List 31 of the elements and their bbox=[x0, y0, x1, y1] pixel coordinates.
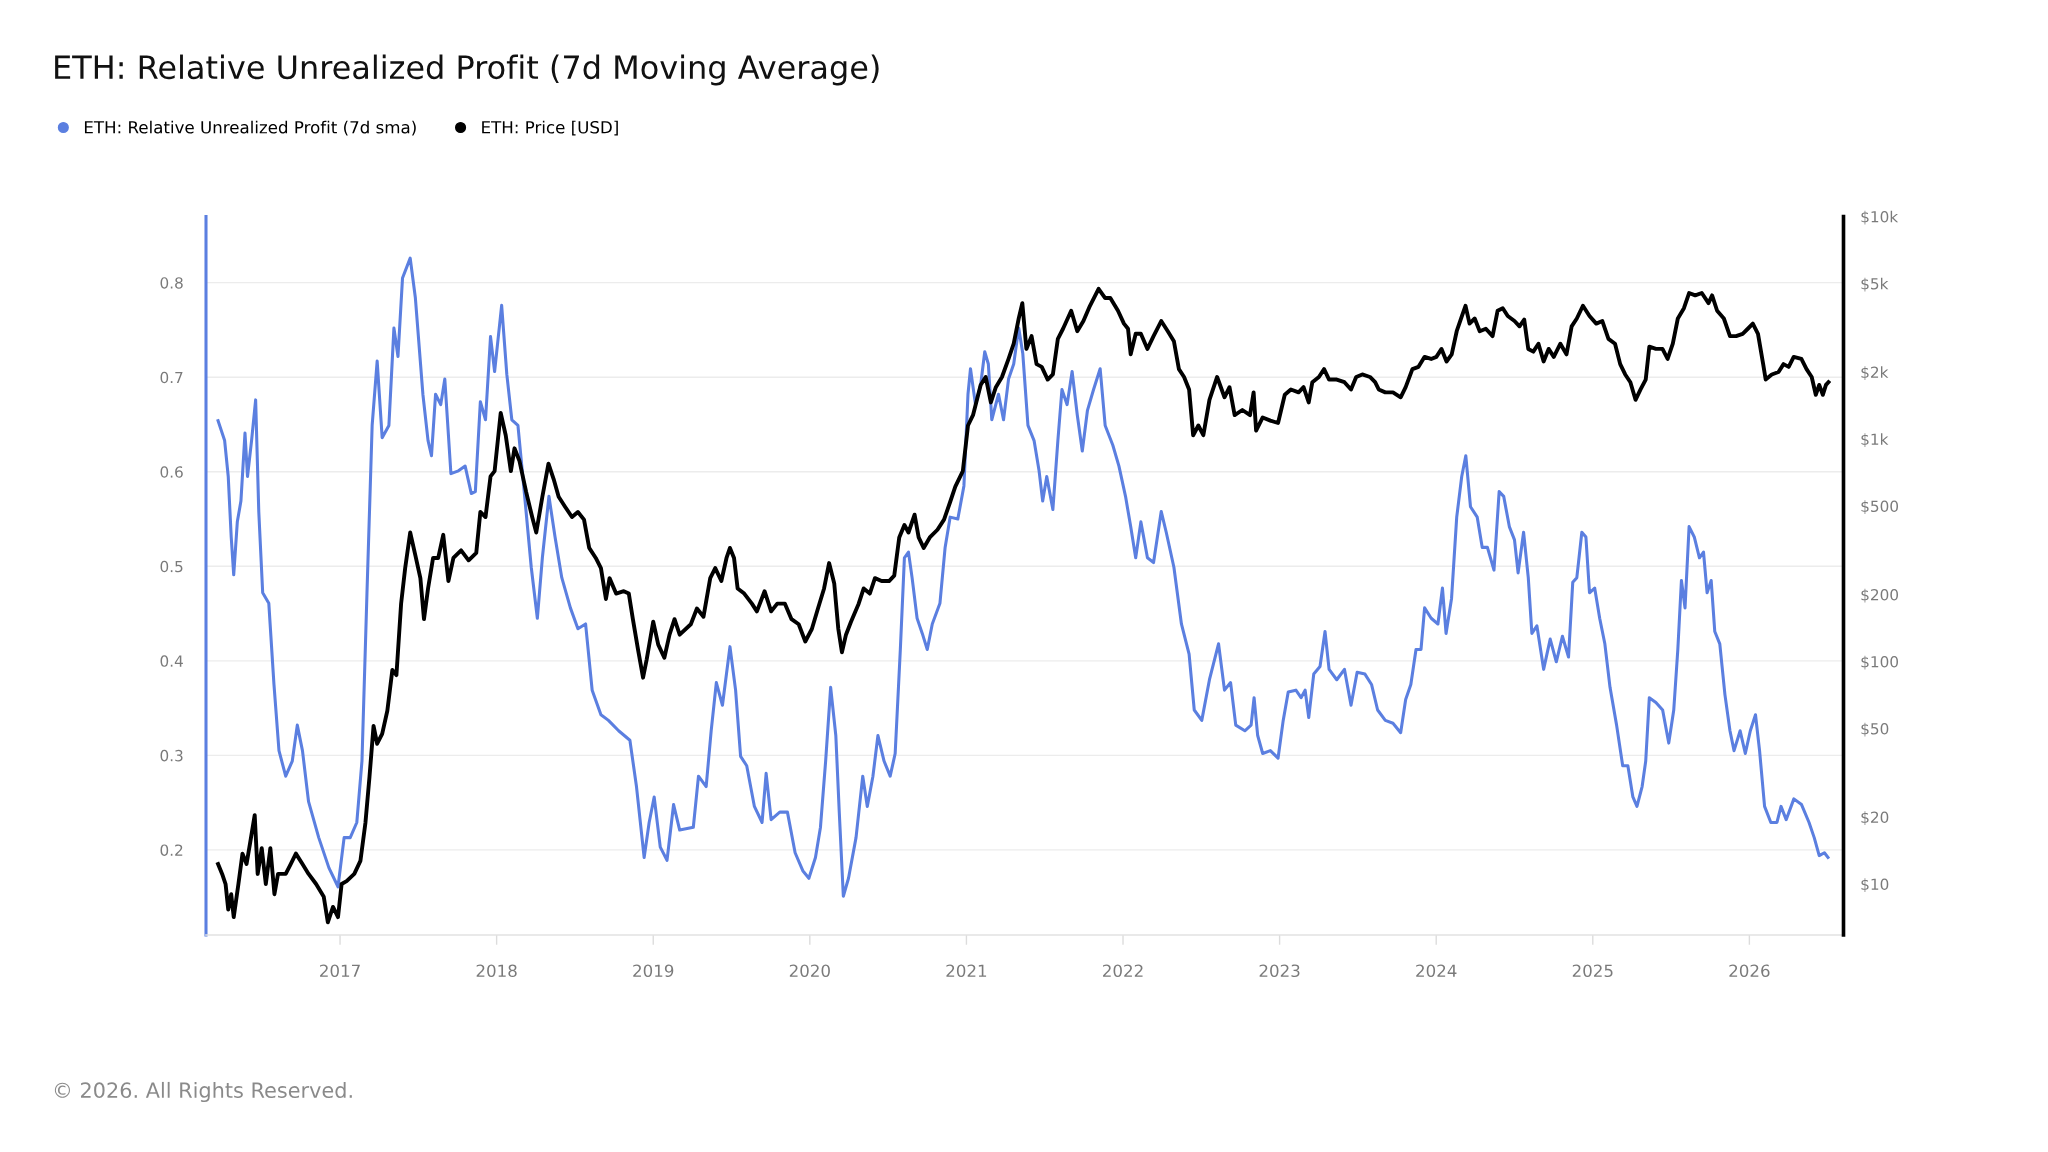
y-tick-label: 0.6 bbox=[160, 466, 183, 478]
x-tick-label: 2024 bbox=[1416, 964, 1457, 978]
x-tick-label: 2019 bbox=[633, 964, 674, 978]
x-tick-label: 2025 bbox=[1572, 964, 1613, 978]
y2-tick-label: $200 bbox=[1861, 588, 1899, 603]
y-tick-label: 0.2 bbox=[160, 844, 183, 856]
y2-tick-label: $5k bbox=[1861, 277, 1889, 292]
x-tick-label: 2018 bbox=[476, 964, 517, 978]
y-tick-label: 0.7 bbox=[160, 371, 183, 384]
x-tick-label: 2026 bbox=[1729, 964, 1770, 978]
y-tick-label: 0.5 bbox=[160, 560, 183, 573]
y2-tick-label: $500 bbox=[1861, 500, 1899, 515]
x-tick-label: 2020 bbox=[789, 964, 830, 978]
x-tick-label: 2017 bbox=[320, 964, 360, 978]
y2-tick-label: $50 bbox=[1861, 722, 1889, 737]
legend-label: ETH: Price [USD] bbox=[482, 120, 618, 136]
y2-tick-label: $10k bbox=[1861, 210, 1899, 225]
x-tick-label: 2021 bbox=[946, 964, 987, 978]
chart-title: ETH: Relative Unrealized Profit (7d Moving Average) bbox=[55, 54, 879, 86]
y2-tick-label: $1k bbox=[1861, 433, 1889, 448]
y2-tick-label: $10 bbox=[1861, 878, 1889, 893]
y-tick-label: 0.8 bbox=[160, 277, 183, 289]
y2-tick-label: $20 bbox=[1861, 811, 1889, 826]
text: © 2026. All Rights Reserved. bbox=[54, 1081, 352, 1103]
x-tick-label: 2022 bbox=[1103, 964, 1143, 978]
y-tick-label: 0.4 bbox=[160, 655, 183, 667]
y2-tick-label: $2k bbox=[1861, 366, 1889, 381]
y2-tick-label: $100 bbox=[1861, 655, 1899, 670]
y-tick-label: 0.3 bbox=[160, 749, 183, 762]
legend-label: ETH: Relative Unrealized Profit (7d sma) bbox=[84, 120, 416, 136]
x-tick-label: 2023 bbox=[1259, 964, 1300, 978]
